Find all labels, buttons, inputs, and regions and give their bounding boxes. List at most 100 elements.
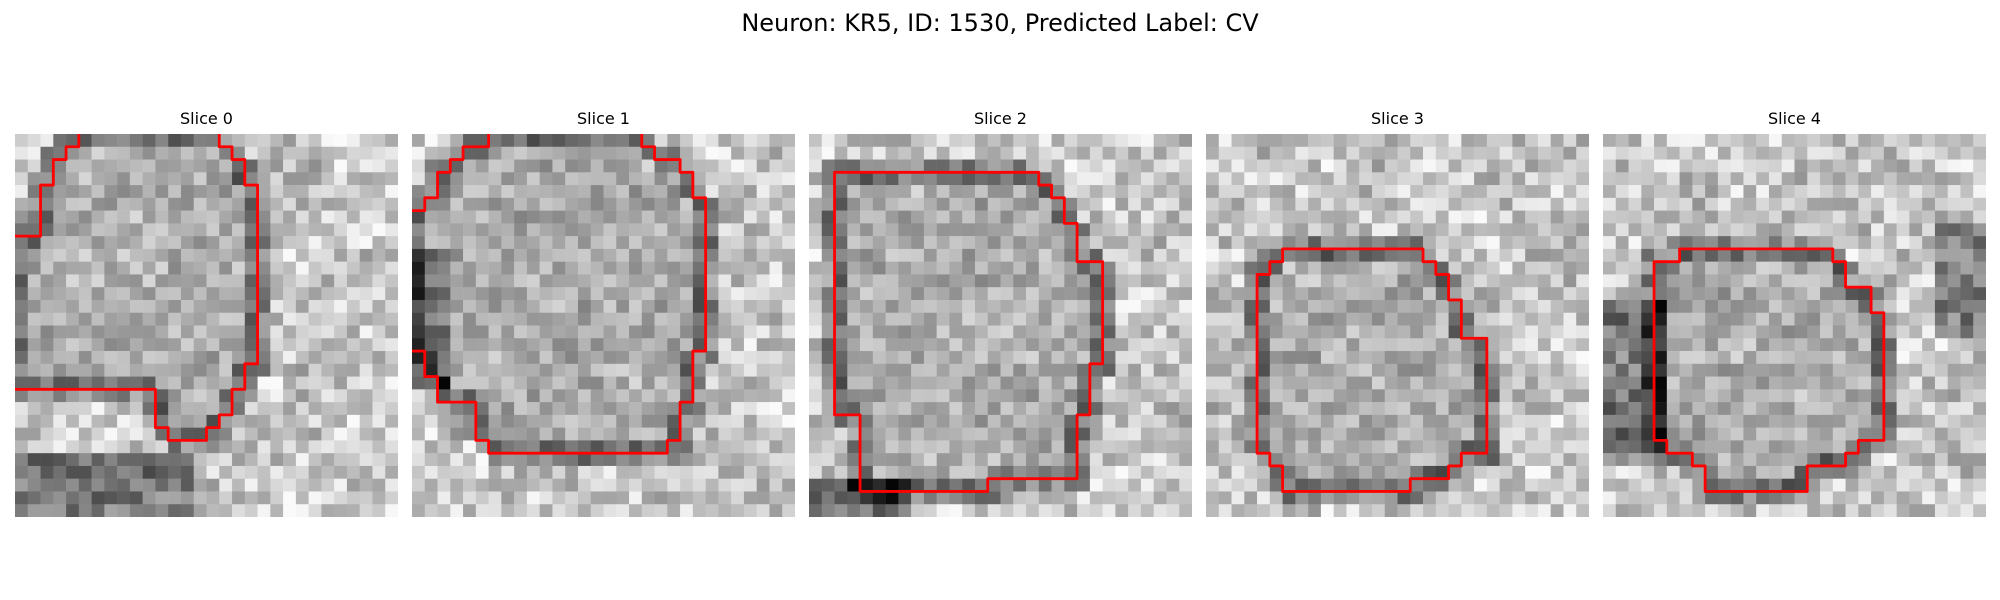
pixel — [1206, 197, 1220, 211]
pixel — [552, 414, 566, 428]
pixel — [1512, 159, 1526, 173]
pixel — [1692, 389, 1706, 403]
pixel — [334, 159, 348, 173]
pixel — [1026, 440, 1040, 454]
pixel — [1102, 440, 1116, 454]
pixel — [1474, 172, 1488, 186]
pixel — [1717, 389, 1731, 403]
pixel — [898, 402, 912, 416]
pixel — [257, 491, 271, 505]
pixel — [1115, 453, 1129, 467]
pixel — [1909, 210, 1923, 224]
pixel — [1077, 389, 1091, 403]
pixel — [372, 261, 386, 275]
pixel — [1115, 146, 1129, 160]
pixel — [232, 197, 246, 211]
pixel — [1089, 325, 1103, 339]
pixel — [1896, 351, 1910, 365]
pixel — [872, 414, 886, 428]
pixel — [27, 325, 41, 339]
pixel — [1038, 414, 1052, 428]
pixel — [1448, 351, 1462, 365]
pixel — [1115, 134, 1129, 148]
pixel — [244, 491, 258, 505]
pixel — [78, 338, 92, 352]
pixel — [219, 414, 233, 428]
pixel — [1026, 185, 1040, 199]
pixel — [283, 210, 297, 224]
pixel — [1128, 338, 1142, 352]
pixel — [782, 236, 795, 250]
pixel — [1922, 325, 1936, 339]
pixel — [1397, 491, 1411, 505]
pixel — [15, 159, 29, 173]
pixel — [1654, 146, 1668, 160]
pixel — [180, 351, 194, 365]
pixel — [78, 248, 92, 262]
pixel — [15, 299, 29, 313]
pixel — [180, 210, 194, 224]
pixel — [654, 299, 668, 313]
pixel — [1244, 146, 1258, 160]
pixel — [1845, 325, 1859, 339]
pixel — [1871, 453, 1885, 467]
pixel — [1308, 261, 1322, 275]
pixel — [385, 376, 398, 390]
pixel — [346, 402, 360, 416]
pixel — [1435, 453, 1449, 467]
pixel — [1922, 376, 1936, 390]
pixel — [1960, 414, 1974, 428]
pixel — [1525, 287, 1539, 301]
pixel — [1576, 274, 1589, 288]
pixel — [911, 134, 925, 148]
pixel — [1295, 465, 1309, 479]
pixel — [1666, 172, 1680, 186]
pixel — [1333, 146, 1347, 160]
pixel — [91, 427, 105, 441]
pixel — [692, 312, 706, 326]
pixel — [488, 363, 502, 377]
pixel — [539, 223, 553, 237]
pixel — [1896, 261, 1910, 275]
pixel — [860, 440, 874, 454]
pixel — [654, 402, 668, 416]
pixel — [1845, 338, 1859, 352]
pixel — [1820, 427, 1834, 441]
pixel — [923, 134, 937, 148]
pixel — [718, 402, 732, 416]
pixel — [1371, 236, 1385, 250]
pixel — [641, 146, 655, 160]
pixel — [1820, 236, 1834, 250]
pixel — [1973, 491, 1986, 505]
pixel — [1282, 389, 1296, 403]
pixel — [1832, 223, 1846, 237]
pixel — [1550, 146, 1564, 160]
pixel — [1448, 312, 1462, 326]
pixel — [1320, 236, 1334, 250]
pixel — [514, 414, 528, 428]
pixel — [27, 504, 41, 517]
pixel — [1909, 312, 1923, 326]
pixel — [1922, 146, 1936, 160]
pixel — [1858, 414, 1872, 428]
pixel — [680, 287, 694, 301]
pixel — [1013, 504, 1027, 517]
pixel — [129, 185, 143, 199]
pixel — [577, 338, 591, 352]
pixel — [1064, 414, 1078, 428]
pixel — [1026, 338, 1040, 352]
pixel — [936, 414, 950, 428]
pixel — [834, 236, 848, 250]
pixel — [193, 325, 207, 339]
pixel — [437, 338, 451, 352]
pixel — [1550, 389, 1564, 403]
pixel — [1768, 172, 1782, 186]
pixel — [1282, 338, 1296, 352]
pixel — [1257, 210, 1271, 224]
pixel — [53, 223, 67, 237]
pixel — [1692, 363, 1706, 377]
pixel — [577, 351, 591, 365]
pixel — [372, 159, 386, 173]
pixel — [1641, 351, 1655, 365]
pixel — [1563, 453, 1577, 467]
